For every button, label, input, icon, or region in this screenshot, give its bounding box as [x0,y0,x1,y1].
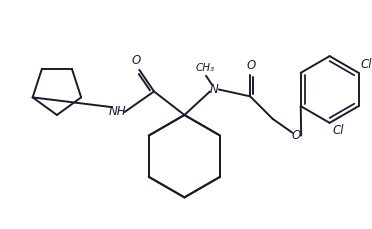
Text: O: O [292,129,301,142]
Text: Cl: Cl [333,124,344,137]
Text: Cl: Cl [360,58,372,71]
Text: NH: NH [109,105,126,117]
Text: N: N [209,83,218,96]
Text: O: O [132,54,141,67]
Text: O: O [247,60,256,72]
Text: CH₃: CH₃ [195,63,215,73]
